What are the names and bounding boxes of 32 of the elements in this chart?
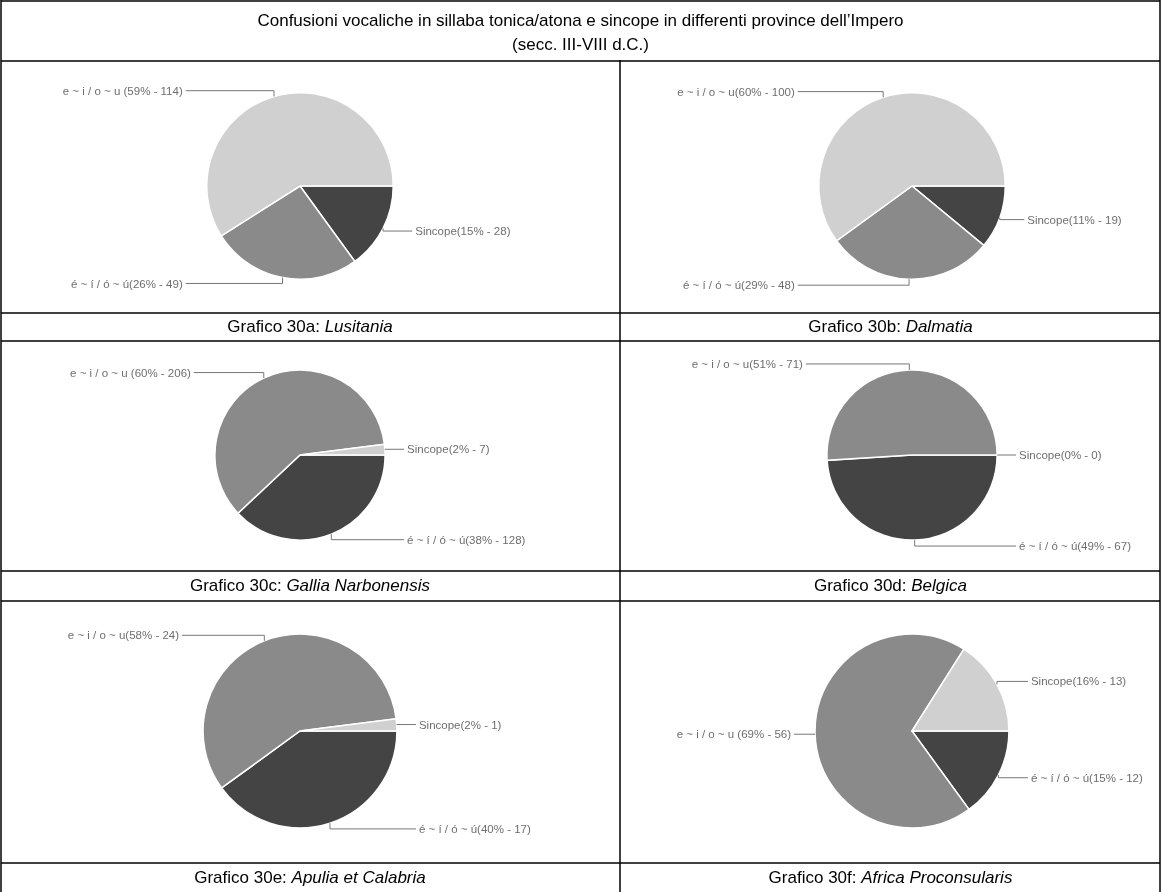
text: Gallia Narbonensis [286, 575, 431, 595]
slice-label: é ~ í / ó ~ ú(38% - 128) [407, 533, 526, 546]
text: Lusitania [324, 316, 393, 336]
slice-label: e ~ i / o ~ u(58% - 24) [67, 629, 180, 642]
slice-label: é ~ í / ó ~ ú(29% - 48) [682, 279, 795, 292]
text: Grafico 30d: [813, 575, 907, 595]
text: Grafico 30a: [227, 316, 320, 336]
slice-label: e ~ i / o ~ u (59% - 114) [62, 84, 183, 97]
text: Grafico 30b: [808, 316, 901, 336]
slice-label: e ~ i / o ~ u(51% - 71) [691, 357, 804, 370]
text: Africa Proconsularis [860, 867, 1013, 887]
slice-label: é ~ í / ó ~ ú(49% - 67) [1019, 540, 1132, 553]
text: Apulia et Calabria [290, 867, 426, 887]
slice-label: é ~ í / ó ~ ú(40% - 17) [418, 822, 531, 835]
text: Grafico 30c: [189, 575, 282, 595]
text: Belgica [911, 575, 968, 595]
slice-label: é ~ í / ó ~ ú(15% - 12) [1030, 771, 1143, 784]
text: Dalmatia [905, 316, 973, 336]
slice-label: e ~ i / o ~ u (69% - 56) [676, 728, 792, 741]
slice-label: Sincope(15% - 28) [415, 225, 511, 238]
slice-label: é ~ í / ó ~ ú(26% - 49) [70, 277, 183, 290]
legend-label: Sincope(0% - 0) [1019, 449, 1102, 462]
slice-label: Sincope(2% - 7) [407, 443, 490, 456]
slice-label: e ~ i / o ~ u (60% - 206) [70, 366, 192, 379]
text: Grafico 30f: [768, 867, 857, 887]
slice-label: Sincope(16% - 13) [1030, 675, 1127, 688]
slice-label: e ~ i / o ~ u(60% - 100) [677, 85, 795, 98]
slice-label: Sincope(11% - 19) [1027, 213, 1122, 226]
text: Confusioni vocaliche in sillaba tonica/atona e sincope in differenti province dell’Impero [257, 10, 904, 30]
text: Grafico 30e: [194, 867, 287, 887]
text: (secc. III-VIII d.C.) [512, 34, 649, 54]
slice-label: Sincope(2% - 1) [418, 718, 502, 731]
